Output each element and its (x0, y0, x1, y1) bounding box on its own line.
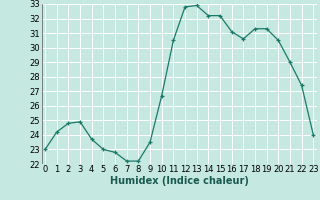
X-axis label: Humidex (Indice chaleur): Humidex (Indice chaleur) (110, 176, 249, 186)
